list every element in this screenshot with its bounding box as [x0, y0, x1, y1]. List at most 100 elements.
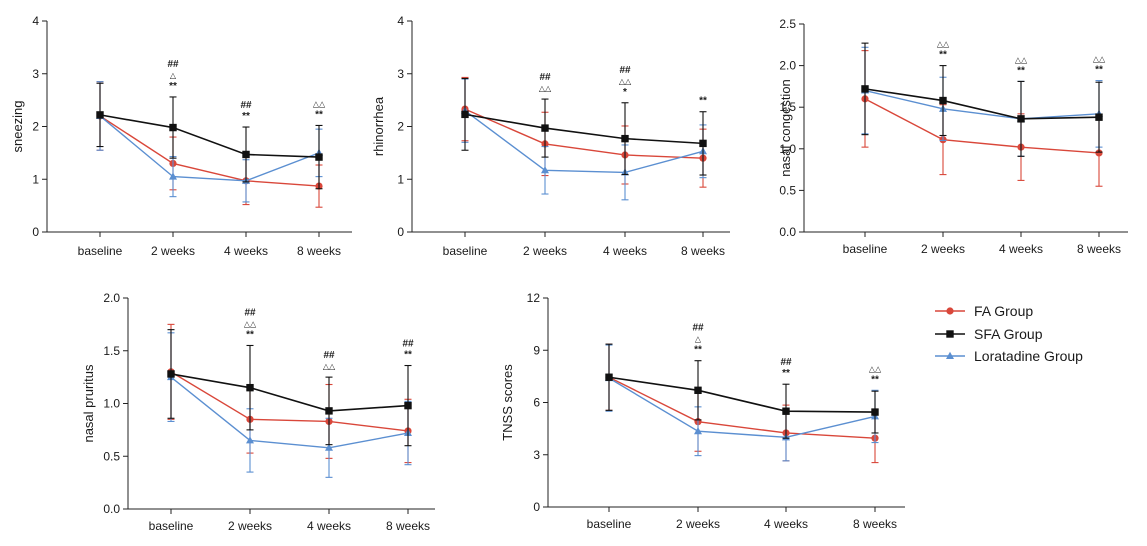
- nasal-congestion-fa-point: [1095, 149, 1103, 157]
- rhinorrhea-x-tick-label: 8 weeks: [681, 244, 725, 258]
- sneezing-significance-mark: △△: [313, 99, 326, 108]
- chart-nasal-pruritus: 0.0 0.5 1.0 1.5 2.0 baseline 2 weeks 4 weeks 8 w…: [81, 291, 435, 533]
- sneezing-significance-mark: **: [315, 109, 323, 120]
- nasal-pruritus-y-tick-label: 1.5: [103, 344, 120, 358]
- sneezing-fa-line: [99, 115, 320, 187]
- rhinorrhea-series-sfa: [461, 77, 707, 176]
- tnss-scores-y-tick-label: 6: [533, 396, 540, 410]
- legend: FA Group SFA Group Loratadine Group: [935, 303, 1083, 364]
- nasal-congestion-y-tick-label: 0.0: [779, 225, 796, 239]
- legend-item-fa: FA Group: [935, 303, 1033, 319]
- tnss-scores-sfa-point: [694, 386, 702, 395]
- nasal-pruritus-x-tick-label: 2 weeks: [228, 519, 272, 533]
- sneezing-y-axis-title: sneezing: [10, 100, 25, 152]
- nasal-congestion-significance-mark: **: [1017, 65, 1025, 76]
- rhinorrhea-sfa-line: [464, 113, 704, 145]
- tnss-scores-fa-line: [608, 376, 876, 439]
- rhinorrhea-sfa-point: [461, 110, 469, 119]
- nasal-congestion-sfa-point: [939, 96, 947, 105]
- nasal-congestion-loratadine-line: [864, 89, 1100, 120]
- nasal-pruritus-y-tick-label: 1.0: [103, 397, 120, 411]
- sneezing-sfa-point: [315, 153, 323, 161]
- rhinorrhea-series-loratadine: [461, 78, 707, 201]
- rhinorrhea-loratadine-point: [541, 166, 549, 174]
- rhinorrhea-significance-mark: △△: [539, 84, 552, 93]
- tnss-scores-y-tick-label: 3: [533, 448, 540, 462]
- rhinorrhea-y-tick-label: 2: [397, 120, 404, 134]
- nasal-congestion-y-tick-label: 2.5: [779, 17, 796, 31]
- tnss-scores-series-loratadine: [605, 344, 879, 462]
- legend-label-fa: FA Group: [974, 303, 1033, 319]
- nasal-pruritus-annotations: ##△△**##△△##**: [244, 307, 414, 371]
- nasal-pruritus-significance-mark: **: [404, 350, 412, 361]
- nasal-congestion-y-tick-label: 2.0: [779, 59, 796, 73]
- tnss-scores-significance-mark: **: [871, 374, 879, 385]
- tnss-scores-significance-mark: △△: [869, 364, 882, 373]
- tnss-scores-loratadine-line: [608, 377, 876, 439]
- legend-label-sfa: SFA Group: [974, 326, 1043, 342]
- nasal-pruritus-y-tick-label: 0.0: [103, 502, 120, 516]
- rhinorrhea-x-tick-label: 2 weeks: [523, 244, 567, 258]
- sneezing-loratadine-point: [169, 172, 177, 180]
- tnss-scores-x-tick-label: 8 weeks: [853, 517, 897, 531]
- nasal-pruritus-loratadine-point: [325, 443, 333, 451]
- nasal-pruritus-y-axis-title: nasal pruritus: [81, 364, 96, 443]
- rhinorrhea-y-tick-label: 1: [397, 172, 404, 186]
- sneezing-sfa-point: [96, 111, 104, 119]
- nasal-congestion-y-axis-title: nasal congestion: [778, 79, 793, 177]
- nasal-pruritus-x-tick-label: 8 weeks: [386, 519, 430, 533]
- nasal-congestion-x-tick-label: 8 weeks: [1077, 242, 1121, 256]
- nasal-congestion-significance-mark: △△: [937, 40, 950, 49]
- sneezing-significance-mark: ##: [240, 100, 252, 111]
- tnss-scores-significance-mark: ##: [692, 323, 704, 334]
- legend-label-loratadine: Loratadine Group: [974, 348, 1083, 364]
- nasal-pruritus-series-fa: [167, 323, 412, 464]
- nasal-congestion-significance-mark: △△: [1093, 55, 1106, 64]
- nasal-pruritus-series-sfa: [167, 329, 412, 447]
- sneezing-sfa-line: [99, 114, 320, 158]
- nasal-congestion-x-tick-label: 2 weeks: [921, 242, 965, 256]
- nasal-congestion-y-tick-label: 1.0: [779, 142, 796, 156]
- nasal-pruritus-loratadine-line: [170, 376, 409, 449]
- rhinorrhea-loratadine-line: [464, 110, 704, 174]
- nasal-pruritus-sfa-point: [325, 407, 333, 415]
- nasal-pruritus-sfa-point: [404, 401, 412, 410]
- nasal-pruritus-significance-mark: △△: [323, 362, 336, 371]
- tnss-scores-y-tick-label: 12: [527, 291, 541, 305]
- nasal-pruritus-sfa-line: [170, 373, 409, 412]
- nasal-pruritus-significance-mark: ##: [244, 307, 256, 318]
- nasal-congestion-fa-line: [864, 98, 1100, 154]
- sneezing-x-tick-label: baseline: [78, 244, 123, 258]
- nasal-congestion-x-tick-label: baseline: [843, 242, 888, 256]
- rhinorrhea-fa-line: [464, 108, 704, 159]
- rhinorrhea-y-tick-label: 0: [397, 225, 404, 239]
- legend-swatch-sfa-marker: [946, 330, 954, 338]
- tnss-scores-significance-mark: ##: [780, 357, 792, 368]
- nasal-pruritus-y-tick-label: 0.5: [103, 449, 120, 463]
- nasal-pruritus-y-tick-label: 2.0: [103, 291, 120, 305]
- nasal-pruritus-loratadine-point: [246, 436, 254, 444]
- nasal-congestion-sfa-point: [1095, 113, 1103, 121]
- nasal-pruritus-significance-mark: △△: [244, 319, 257, 328]
- nasal-pruritus-significance-mark: ##: [402, 339, 414, 350]
- rhinorrhea-x-tick-label: baseline: [443, 244, 488, 258]
- sneezing-series-sfa: [96, 82, 323, 190]
- nasal-pruritus-x-tick-label: 4 weeks: [307, 519, 351, 533]
- nasal-congestion-x-tick-label: 4 weeks: [999, 242, 1043, 256]
- tnss-scores-series-sfa: [605, 343, 879, 439]
- nasal-congestion-significance-mark: △△: [1015, 55, 1028, 64]
- chart-rhinorrhea: 0 1 2 3 4 baseline 2 weeks 4 weeks 8 weeks rhinor…: [371, 14, 730, 258]
- nasal-pruritus-significance-mark: **: [246, 329, 254, 340]
- rhinorrhea-significance-mark: **: [699, 96, 707, 107]
- tnss-scores-sfa-line: [608, 376, 876, 413]
- nasal-congestion-annotations: △△** △△**△△**: [937, 40, 1106, 77]
- rhinorrhea-significance-mark: ##: [619, 65, 631, 76]
- sneezing-annotations: ##△**##**△△**: [167, 59, 326, 122]
- rhinorrhea-y-axis-title: rhinorrhea: [371, 96, 386, 156]
- legend-swatch-fa-marker: [946, 307, 954, 315]
- sneezing-sfa-point: [242, 150, 250, 159]
- sneezing-y-tick-label: 2: [32, 120, 39, 134]
- sneezing-loratadine-line: [99, 115, 320, 182]
- nasal-congestion-series-sfa: [861, 42, 1103, 157]
